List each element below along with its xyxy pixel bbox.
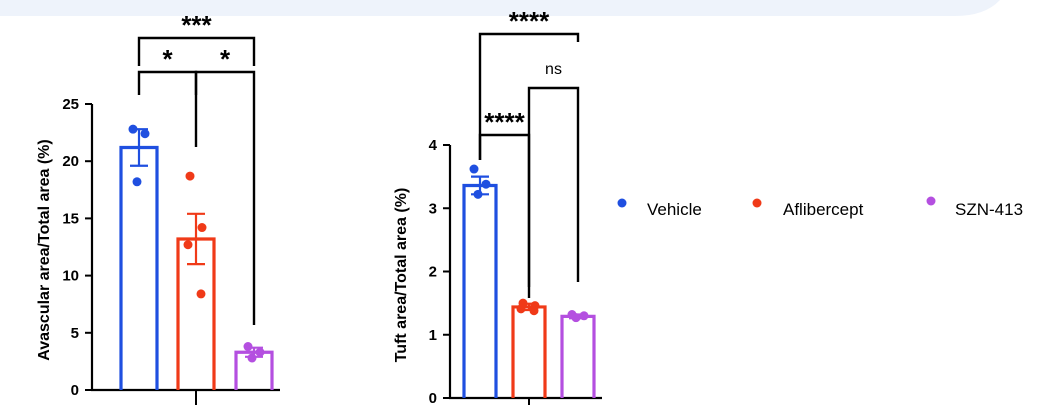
- y-tick-label: 20: [62, 153, 79, 170]
- data-point-szn-413: [255, 347, 265, 357]
- data-point-vehicle: [132, 177, 142, 187]
- y-ticks: 0 1 2 3 4: [429, 137, 450, 405]
- bar-vehicle: [462, 183, 498, 398]
- legend-marker-aflibercept: [752, 198, 762, 208]
- significance-bracket: [527, 86, 580, 298]
- data-point-vehicle: [473, 189, 483, 199]
- legend-marker-szn-413: [926, 196, 936, 206]
- data-point-aflibercept: [183, 240, 193, 250]
- significance-label: ****: [484, 107, 525, 137]
- significance-label: ***: [181, 10, 212, 40]
- y-tick-label: 1: [429, 327, 437, 344]
- y-tick-label: 0: [429, 390, 437, 405]
- y-tick-label: 5: [71, 325, 79, 342]
- data-point-vehicle: [128, 124, 138, 134]
- data-point-vehicle: [481, 179, 491, 189]
- y-tick-label: 2: [429, 264, 437, 281]
- data-point-szn-413: [579, 311, 589, 321]
- significance-brackets: **** ns ****: [478, 6, 580, 298]
- legend: Vehicle Aflibercept SZN-413: [617, 196, 1023, 219]
- legend-label-vehicle: Vehicle: [647, 200, 702, 219]
- data-point-aflibercept: [197, 223, 207, 233]
- data-point-aflibercept: [516, 304, 526, 314]
- significance-label: *: [162, 44, 173, 74]
- y-tick-label: 25: [62, 96, 79, 113]
- avascular-area-chart: Avascular area/Total area (%) 0 5 10 15 20 25…: [36, 10, 280, 405]
- significance-label: *: [220, 44, 231, 74]
- significance-bracket: [478, 133, 531, 287]
- y-axis-label: Avascular area/Total area (%): [36, 139, 53, 360]
- significance-bracket: [137, 36, 256, 66]
- bars: [119, 124, 274, 390]
- bars: [462, 164, 596, 398]
- significance-label: ns: [545, 61, 562, 78]
- significance-label: ****: [509, 6, 550, 36]
- bar-aflibercept: [511, 305, 547, 398]
- y-tick-label: 3: [429, 200, 437, 217]
- data-point-szn-413: [571, 313, 581, 323]
- significance-bracket: [137, 70, 198, 147]
- data-point-vehicle: [140, 129, 150, 139]
- data-point-aflibercept: [185, 171, 195, 181]
- data-point-aflibercept: [529, 306, 539, 316]
- y-tick-label: 4: [429, 137, 438, 154]
- data-point-aflibercept: [196, 289, 206, 299]
- y-axis-label: Tuft area/Total area (%): [393, 188, 410, 363]
- legend-marker-vehicle: [617, 198, 627, 208]
- data-point-szn-413: [243, 342, 253, 352]
- y-tick-label: 15: [62, 210, 79, 227]
- legend-label-aflibercept: Aflibercept: [783, 200, 864, 219]
- data-point-vehicle: [469, 164, 479, 174]
- y-ticks: 0 5 10 15 20 25: [62, 96, 92, 399]
- legend-label-szn-413: SZN-413: [955, 200, 1023, 219]
- bar-szn-413: [560, 314, 596, 398]
- significance-bracket: [478, 32, 580, 160]
- significance-bracket: [194, 70, 256, 325]
- data-point-szn-413: [247, 353, 257, 363]
- significance-brackets: **** *: [137, 10, 256, 325]
- y-tick-label: 0: [71, 382, 79, 399]
- y-tick-label: 10: [62, 268, 79, 285]
